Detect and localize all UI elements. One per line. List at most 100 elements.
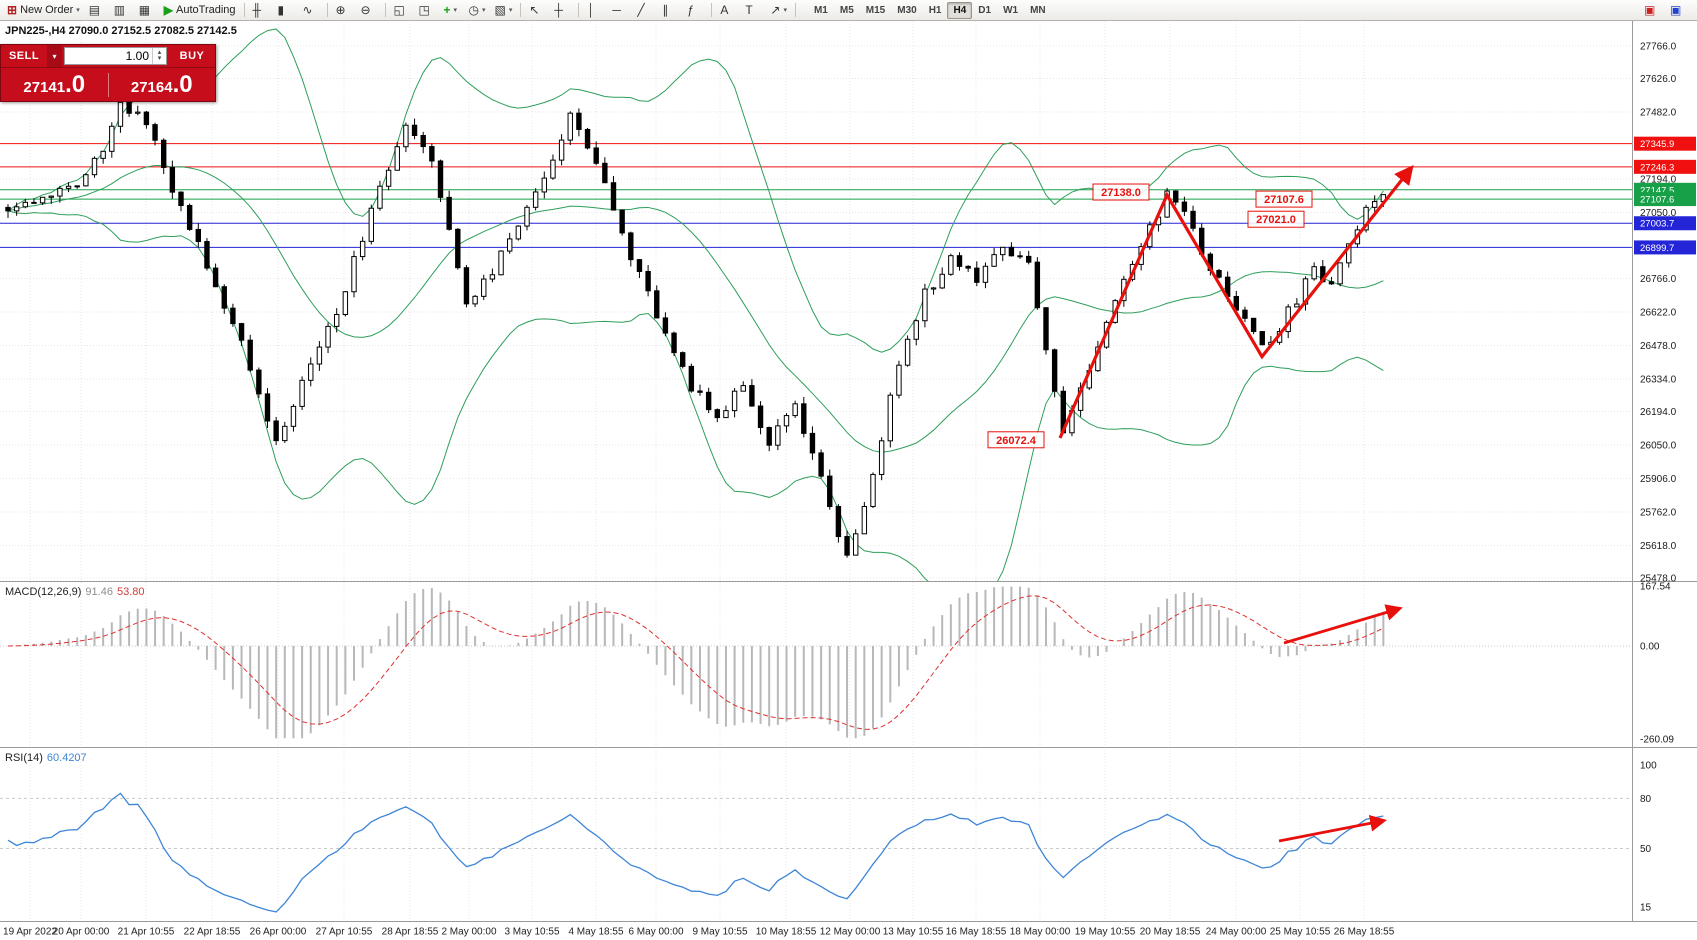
chevron-down-icon: ▾ xyxy=(453,7,458,14)
toolbar-right-icons: ▣ ▣ xyxy=(1640,0,1694,20)
chevron-down-icon: ▾ xyxy=(482,7,486,14)
auto-arrange-icon[interactable]: ◳ xyxy=(415,0,439,20)
svg-text:15: 15 xyxy=(1640,903,1652,914)
templates-icon[interactable]: ▧ ▾ xyxy=(491,0,517,20)
timeframe-m1[interactable]: M1 xyxy=(813,4,828,16)
chart-window[interactable]: JPN225-,H4 27090.0 27152.5 27082.5 27142… xyxy=(0,21,1697,940)
chart-blue-icon[interactable]: ▣ xyxy=(1670,3,1682,17)
tile-windows-icon[interactable]: ◱ xyxy=(390,0,414,20)
sell-button[interactable]: 27141.0 xyxy=(1,70,108,98)
price-chart-canvas[interactable]: 27766.0 27626.0 27482.0 27194.0 27050.0 26766… xyxy=(0,21,1697,940)
svg-text:20 May 18:55: 20 May 18:55 xyxy=(1140,927,1201,938)
volume-value: 1.00 xyxy=(125,49,149,63)
svg-text:26478.0: 26478.0 xyxy=(1640,341,1677,352)
svg-text:167.54: 167.54 xyxy=(1640,582,1671,593)
price-callouts[interactable]: 27138.0 27107.6 27021.0 26072.4 xyxy=(987,183,1313,449)
chart-red-icon[interactable]: ▣ xyxy=(1644,3,1656,17)
buy-label[interactable]: BUY xyxy=(179,50,205,62)
svg-text:27194.0: 27194.0 xyxy=(1640,175,1677,186)
line-chart-icon[interactable]: ∿ xyxy=(299,0,323,20)
timeframe-h1[interactable]: H1 xyxy=(928,4,942,16)
svg-text:27107.6: 27107.6 xyxy=(1264,194,1304,206)
text-icon[interactable]: A xyxy=(716,0,740,20)
candlesticks-icon[interactable]: ▮ xyxy=(274,0,298,20)
svg-text:22 Apr 18:55: 22 Apr 18:55 xyxy=(184,927,241,938)
data-window-icon: ▥ xyxy=(113,3,126,17)
volume-input[interactable]: 1.00 ▴ ▾ xyxy=(64,47,167,65)
sell-label[interactable]: SELL xyxy=(8,50,40,62)
one-click-trading-panel: SELL ▾ 1.00 ▴ ▾ BUY 27141.0 27164.0 xyxy=(0,44,216,102)
candlesticks-icon: ▮ xyxy=(277,3,285,17)
svg-text:26334.0: 26334.0 xyxy=(1640,374,1677,385)
svg-text:25618.0: 25618.0 xyxy=(1640,541,1677,552)
price-trend-arrow xyxy=(1058,164,1414,439)
timeframe-h4[interactable]: H4 xyxy=(947,1,973,19)
horizontal-line-icon: ─ xyxy=(612,3,621,17)
chevron-down-icon: ▾ xyxy=(783,7,787,14)
svg-text:9 May 10:55: 9 May 10:55 xyxy=(692,927,747,938)
text-label-icon[interactable]: T xyxy=(741,0,765,20)
buy-price-frac: .0 xyxy=(172,70,193,98)
vertical-line-icon[interactable]: │ xyxy=(583,0,607,20)
svg-text:20 Apr 00:00: 20 Apr 00:00 xyxy=(53,927,110,938)
rsi-name: RSI(14) xyxy=(5,752,43,764)
market-watch-icon[interactable]: ▤ xyxy=(85,0,109,20)
macd-indicator-label: MACD(12,26,9) 91.46 53.80 xyxy=(5,586,144,598)
crosshair-icon: ┼ xyxy=(554,3,563,17)
timeframe-m30[interactable]: M30 xyxy=(897,4,917,16)
toolbar-separator xyxy=(384,3,386,17)
indicators-icon[interactable]: + ▾ xyxy=(440,0,464,20)
navigator-icon[interactable]: ▦ xyxy=(135,0,159,20)
ohlc-bars-icon[interactable]: ╫ xyxy=(249,0,273,20)
grid-lines xyxy=(0,21,1632,921)
svg-text:24 May 00:00: 24 May 00:00 xyxy=(1206,927,1267,938)
svg-text:80: 80 xyxy=(1640,794,1652,805)
zoom-out-icon[interactable]: ⊖ xyxy=(357,0,381,20)
horizontal-level-lines[interactable] xyxy=(0,143,1632,248)
periods-icon[interactable]: ◷ ▾ xyxy=(465,0,490,20)
volume-stepper[interactable]: ▴ ▾ xyxy=(152,48,166,64)
vertical-line-icon: │ xyxy=(587,3,595,17)
timeframe-m5[interactable]: M5 xyxy=(839,4,854,16)
price-axis[interactable]: 27766.0 27626.0 27482.0 27194.0 27050.0 26766… xyxy=(1632,21,1677,921)
new-order-button-label: New Order xyxy=(20,4,74,16)
new-order-button[interactable]: ⊞ New Order ▾ xyxy=(3,0,84,20)
order-type-dropdown-icon[interactable]: ▾ xyxy=(47,45,62,67)
symbol-ohlc-header: JPN225-,H4 27090.0 27152.5 27082.5 27142… xyxy=(5,25,237,37)
data-window-icon[interactable]: ▥ xyxy=(110,0,134,20)
timeframe-d1[interactable]: D1 xyxy=(978,4,992,16)
svg-text:25 May 10:55: 25 May 10:55 xyxy=(1270,927,1331,938)
svg-text:27003.7: 27003.7 xyxy=(1640,219,1674,230)
svg-text:26 Apr 00:00: 26 Apr 00:00 xyxy=(250,927,307,938)
trendline-icon[interactable]: ╱ xyxy=(633,0,657,20)
autotrading-button[interactable]: ▶ AutoTrading xyxy=(160,0,240,20)
arrows-tool-icon[interactable]: ↗ ▾ xyxy=(766,0,791,20)
trend-arrows[interactable] xyxy=(1058,164,1414,843)
svg-text:26 May 18:55: 26 May 18:55 xyxy=(1334,927,1395,938)
svg-text:4 May 18:55: 4 May 18:55 xyxy=(568,927,623,938)
periods-icon: ◷ xyxy=(468,3,480,17)
timeframe-mn[interactable]: MN xyxy=(1030,4,1046,16)
equidistant-channel-icon[interactable]: ∥ xyxy=(658,0,682,20)
bollinger-bands xyxy=(7,28,1384,581)
panel-dividers[interactable] xyxy=(0,581,1697,922)
svg-text:12 May 00:00: 12 May 00:00 xyxy=(820,927,881,938)
sell-price-frac: .0 xyxy=(65,70,86,98)
timeframe-w1[interactable]: W1 xyxy=(1003,4,1019,16)
svg-text:27482.0: 27482.0 xyxy=(1640,108,1677,119)
templates-icon: ▧ xyxy=(494,3,506,17)
buy-button[interactable]: 27164.0 xyxy=(109,70,216,98)
horizontal-line-icon[interactable]: ─ xyxy=(608,0,632,20)
fibonacci-icon[interactable]: ƒ xyxy=(683,0,707,20)
zoom-in-icon[interactable]: ⊕ xyxy=(332,0,356,20)
timeframe-m15[interactable]: M15 xyxy=(865,4,886,16)
svg-text:27626.0: 27626.0 xyxy=(1640,74,1677,85)
crosshair-icon[interactable]: ┼ xyxy=(550,0,574,20)
rsi-line xyxy=(7,792,1384,913)
svg-text:2 May 00:00: 2 May 00:00 xyxy=(441,927,496,938)
cursor-icon[interactable]: ↖ xyxy=(525,0,549,20)
zoom-out-icon: ⊖ xyxy=(360,3,371,17)
line-chart-icon: ∿ xyxy=(302,3,313,17)
market-watch-icon: ▤ xyxy=(88,3,101,17)
